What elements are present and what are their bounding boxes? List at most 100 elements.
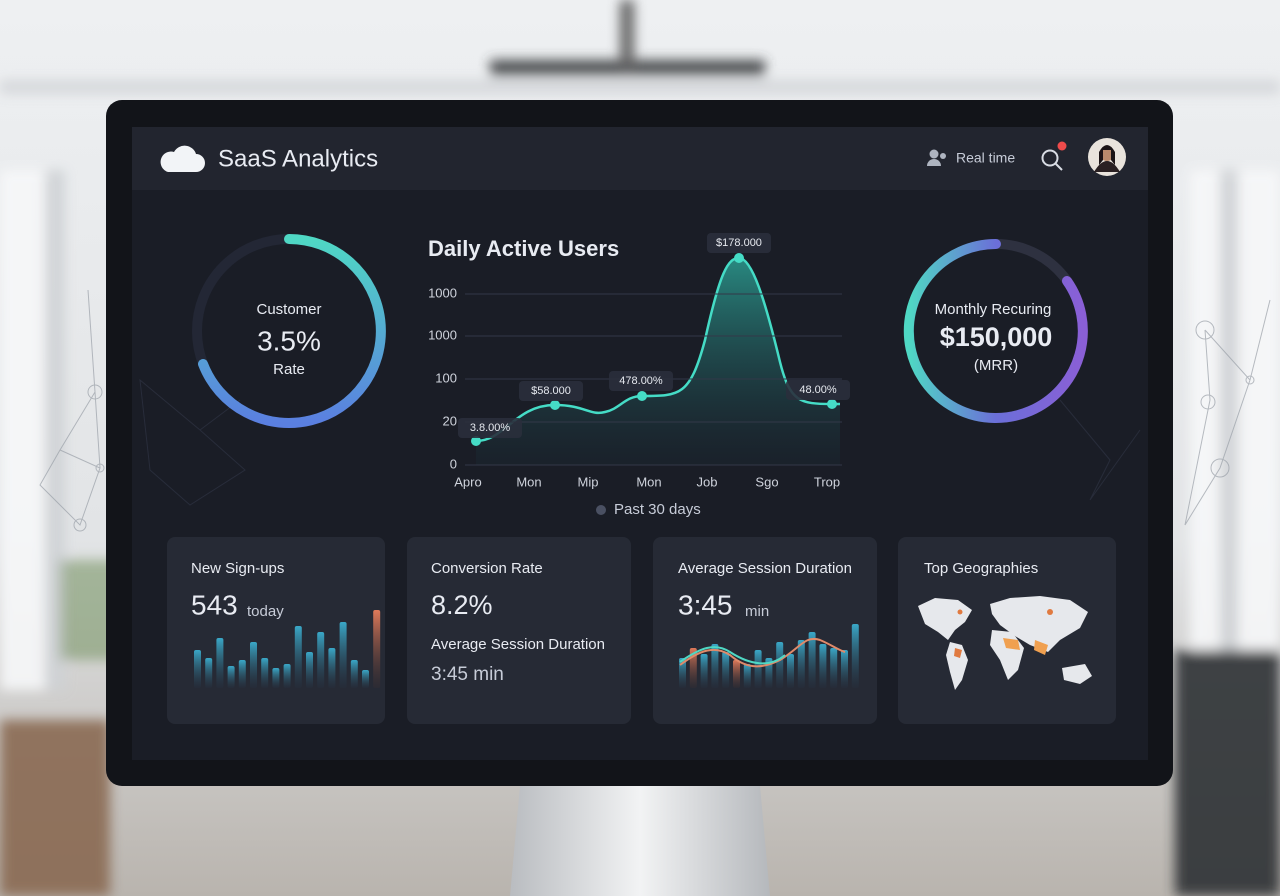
gauge-arc <box>198 234 386 428</box>
line-chart: 1000 1000 100 20 0 Apro Mon Mip Mon Job Sgo Trop 3.8… <box>428 233 850 489</box>
card-unit: today <box>247 603 284 620</box>
sparkline <box>679 646 786 665</box>
x-tick-label: Trop <box>814 474 840 489</box>
spark-bar <box>194 650 201 688</box>
gauge-arc <box>903 239 1088 423</box>
monitor-stand <box>510 786 770 896</box>
data-point <box>550 400 560 410</box>
data-point <box>734 253 744 263</box>
y-tick-label: 1000 <box>428 285 457 300</box>
y-tick-label: 0 <box>450 456 457 471</box>
spark-bar <box>754 650 762 688</box>
spark-bar <box>851 624 859 688</box>
point-label: 478.00% <box>619 375 663 387</box>
spark-bar <box>787 654 794 688</box>
header-bar <box>132 127 1148 190</box>
card[interactable]: Average Session Duration 3:45 min <box>653 537 877 724</box>
spark-bar <box>841 650 848 688</box>
spark-bar <box>328 648 336 688</box>
y-tick-label: 20 <box>443 413 457 428</box>
point-label-bg <box>519 381 583 401</box>
spark-bar <box>216 638 224 688</box>
spark-bar <box>362 670 369 688</box>
legend-label: Past 30 days <box>614 501 701 518</box>
card-title: New Sign-ups <box>191 560 284 577</box>
spark-bar <box>808 632 816 688</box>
realtime-toggle[interactable]: Real time <box>956 150 1015 166</box>
spark-bar <box>283 664 291 688</box>
card[interactable]: New Sign-ups 543 today <box>167 537 385 724</box>
spark-bar <box>797 640 805 688</box>
spark-bar <box>261 658 269 688</box>
card-value: 543 <box>191 589 238 620</box>
point-label-bg <box>786 380 850 400</box>
spark-bar <box>373 610 381 688</box>
sparkline <box>679 637 846 668</box>
card-value: 8.2% <box>431 590 493 620</box>
x-tick-label: Sgo <box>755 474 778 489</box>
gauge-value: 3.5% <box>257 325 321 356</box>
point-label-bg <box>609 371 673 391</box>
spark-bar <box>350 660 358 688</box>
gauge-value: $150,000 <box>940 322 1053 352</box>
spark-bar <box>238 660 246 688</box>
spark-bar <box>339 622 347 688</box>
y-tick-label: 1000 <box>428 327 457 342</box>
app-title: SaaS Analytics <box>218 145 378 172</box>
point-label-bg <box>458 418 522 438</box>
spark-bar <box>700 654 708 688</box>
card-unit: min <box>745 603 769 620</box>
spark-bar <box>250 642 257 688</box>
spark-bar <box>743 664 751 688</box>
card-value: 3:45 <box>678 589 733 620</box>
data-point <box>637 391 647 401</box>
point-label: $178.000 <box>716 237 762 249</box>
point-label: $58.000 <box>531 385 571 397</box>
y-tick-label: 100 <box>435 370 457 385</box>
gauge-label: Customer <box>256 301 321 318</box>
sparkbars <box>679 624 859 688</box>
point-label-bg <box>707 233 771 253</box>
search-button[interactable] <box>1041 141 1067 171</box>
spark-bar <box>711 644 719 688</box>
card-title: Conversion Rate <box>431 560 543 577</box>
spark-bar <box>205 658 213 688</box>
gauge-label: Monthly Recuring <box>935 301 1052 318</box>
spark-bar <box>306 652 313 688</box>
spark-bar <box>317 632 325 688</box>
gauge-label: Rate <box>273 361 305 378</box>
card[interactable]: Top Geographies <box>898 537 1116 724</box>
world-map <box>918 596 1092 690</box>
point-label: 48.00% <box>799 384 837 396</box>
spark-bar <box>733 660 740 688</box>
point-label: 3.8.00% <box>470 422 511 434</box>
spark-bar <box>830 648 838 688</box>
x-tick-label: Mip <box>578 474 599 489</box>
user-avatar[interactable] <box>1088 138 1126 176</box>
card-title: Top Geographies <box>924 560 1038 577</box>
logo-icon <box>160 145 205 172</box>
spark-bar <box>722 652 730 688</box>
chart-area <box>476 258 840 465</box>
card-subvalue: 3:45 min <box>431 664 504 685</box>
card-title: Average Session Duration <box>678 560 852 577</box>
x-tick-label: Mon <box>636 474 661 489</box>
spark-bar <box>294 626 302 688</box>
data-point <box>827 399 837 409</box>
spark-bar <box>272 668 280 688</box>
gauge-label: (MRR) <box>974 357 1018 374</box>
card[interactable]: Conversion Rate 8.2% Average Session Dur… <box>407 537 631 724</box>
spark-bar <box>819 644 827 688</box>
legend-marker <box>596 505 606 515</box>
sparkbars <box>194 610 381 688</box>
spark-bar <box>227 666 235 688</box>
spark-bar <box>776 642 784 688</box>
x-tick-label: Mon <box>516 474 541 489</box>
data-point <box>471 436 481 446</box>
x-tick-label: Apro <box>454 474 481 489</box>
realtime-icon <box>927 149 946 166</box>
x-tick-label: Job <box>697 474 718 489</box>
chart-title: Daily Active Users <box>428 236 619 261</box>
